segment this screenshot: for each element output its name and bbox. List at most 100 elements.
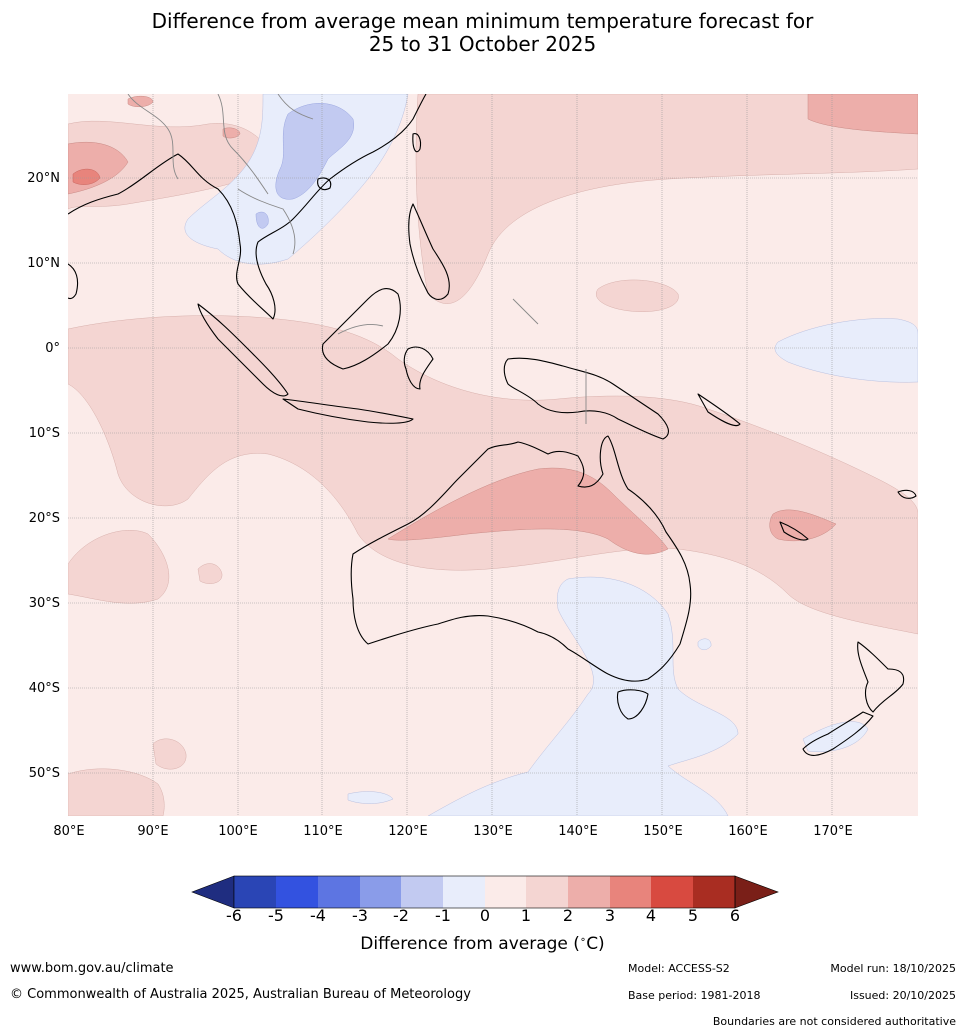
colorbar-swatch-m5 (234, 876, 276, 908)
lat-label-0: 0° (45, 341, 60, 356)
lat-label-20n: 20°N (27, 171, 60, 186)
lon-label-170e: 170°E (813, 824, 853, 839)
boundary-disclaimer: Boundaries are not considered authoritat… (712, 1015, 956, 1028)
country-borders (127, 94, 587, 424)
model-info: Model: ACCESS-S2 (628, 962, 730, 975)
colorbar-swatch-3 (568, 876, 610, 908)
lat-label-20s: 20°S (28, 511, 60, 526)
anomaly-region-2-3-australia (387, 467, 669, 555)
coastline-india (68, 263, 79, 300)
colorbar-tick-6: 6 (729, 906, 741, 925)
lat-label-30s: 30°S (28, 596, 60, 611)
lat-label-10s: 10°S (28, 426, 60, 441)
lon-label-130e: 130°E (473, 824, 513, 839)
coastline-asia-mainland (68, 94, 427, 320)
coastline-sulawesi (403, 346, 434, 390)
anomaly-region-1-2-south-blob (152, 738, 187, 770)
coastline-hainan (317, 177, 332, 191)
title-line-1: Difference from average mean minimum tem… (151, 9, 814, 33)
anomaly-region-minus1-0-small-2 (697, 638, 712, 650)
lon-label-90e: 90°E (137, 824, 169, 839)
colorbar-tick-m4: -4 (310, 906, 326, 925)
lat-label-10n: 10°N (27, 256, 60, 271)
colorbar-arrow-high (734, 875, 779, 909)
coastline-java (282, 398, 414, 424)
colorbar-tick-5: 5 (687, 906, 699, 925)
lon-label-160e: 160°E (728, 824, 768, 839)
colorbar-label-unit: C) (586, 934, 605, 954)
title-line-2: 25 to 31 October 2025 (368, 32, 597, 56)
colorbar-tick-3: 3 (604, 906, 616, 925)
colorbar-tick-m1: -1 (435, 906, 451, 925)
anomaly-region-minus2-1-china (275, 103, 355, 200)
coastline-australia (350, 435, 692, 682)
colorbar-tick-2: 2 (562, 906, 574, 925)
colorbar-swatch-5 (651, 876, 693, 908)
colorbar-graphic (191, 875, 779, 909)
anomaly-region-2-3-northeast (807, 94, 918, 135)
temperature-anomaly-map[interactable] (68, 94, 918, 816)
coastline-taiwan (412, 133, 422, 153)
colorbar-swatch-m4 (276, 876, 318, 908)
lon-label-140e: 140°E (558, 824, 598, 839)
anomaly-region-minus2-1-vietnam (255, 211, 269, 229)
coastline-borneo (321, 288, 401, 370)
colorbar-swatch-2 (526, 876, 568, 908)
lon-label-100e: 100°E (218, 824, 258, 839)
anomaly-region-minus1-0-tasman (427, 576, 739, 816)
anomaly-region-1-2-small-blob (197, 563, 223, 584)
coastline-nz-north (857, 641, 905, 713)
coastline-sumatra (197, 303, 289, 397)
colorbar-tick-m2: -2 (393, 906, 409, 925)
coastline-nz-south (802, 711, 874, 756)
lon-label-120e: 120°E (388, 824, 428, 839)
colorbar-tick-1: 1 (520, 906, 532, 925)
anomaly-region-1-2-pacific (415, 94, 918, 304)
anomaly-region-1-2-south (68, 768, 165, 816)
website-link[interactable]: www.bom.gov.au/climate (10, 961, 174, 976)
coastlines (68, 94, 917, 756)
issued-info: Issued: 20/10/2025 (849, 989, 956, 1002)
colorbar-swatch-4 (610, 876, 651, 908)
colorbar (190, 872, 780, 912)
colorbar-swatch-m3 (318, 876, 360, 908)
anomaly-region-minus1-0-pacific (774, 318, 918, 383)
colorbar-arrow-low (191, 875, 235, 909)
colorbar-swatch-6 (693, 876, 735, 908)
lat-label-50s: 50°S (28, 766, 60, 781)
colorbar-swatch-m1 (401, 876, 443, 908)
coastline-philippines (408, 203, 450, 300)
anomaly-region-minus1-0-nz (802, 721, 869, 752)
map-gridlines (68, 94, 918, 816)
anomaly-region-1-2-southwest (68, 530, 170, 604)
colorbar-swatch-0 (443, 876, 485, 908)
lon-label-150e: 150°E (643, 824, 683, 839)
colorbar-tick-m6: -6 (226, 906, 242, 925)
colorbar-label-prefix: Difference from average ( (360, 934, 580, 954)
coastline-tasmania (616, 689, 649, 720)
colorbar-tick-m5: -5 (268, 906, 284, 925)
lon-label-80e: 80°E (53, 824, 85, 839)
colorbar-tick-4: 4 (645, 906, 657, 925)
chart-title: Difference from average mean minimum tem… (0, 10, 965, 56)
colorbar-label: Difference from average (∘C) (0, 934, 965, 954)
colorbar-swatch-1 (485, 876, 526, 908)
degree-symbol: ∘ (579, 934, 587, 946)
coastline-new-caledonia (779, 521, 809, 541)
coastline-fiji (897, 489, 917, 499)
lon-label-110e: 110°E (303, 824, 343, 839)
anomaly-region-minus1-0-small (347, 791, 394, 804)
colorbar-swatch-m2 (360, 876, 401, 908)
anomaly-region-1-2-central-pacific (595, 279, 679, 312)
anomaly-region-3-4-northwest (72, 168, 101, 185)
map-canvas (68, 94, 918, 816)
coastline-new-guinea (503, 357, 669, 440)
coastline-solomon (697, 393, 741, 427)
model-run-info: Model run: 18/10/2025 (830, 962, 956, 975)
colorbar-tick-0: 0 (479, 906, 491, 925)
colorbar-tick-m3: -3 (352, 906, 368, 925)
lat-label-40s: 40°S (28, 681, 60, 696)
base-period-info: Base period: 1981-2018 (628, 989, 761, 1002)
anomaly-region-2-3-small-2 (222, 127, 241, 139)
copyright-notice: © Commonwealth of Australia 2025, Austra… (10, 987, 471, 1002)
